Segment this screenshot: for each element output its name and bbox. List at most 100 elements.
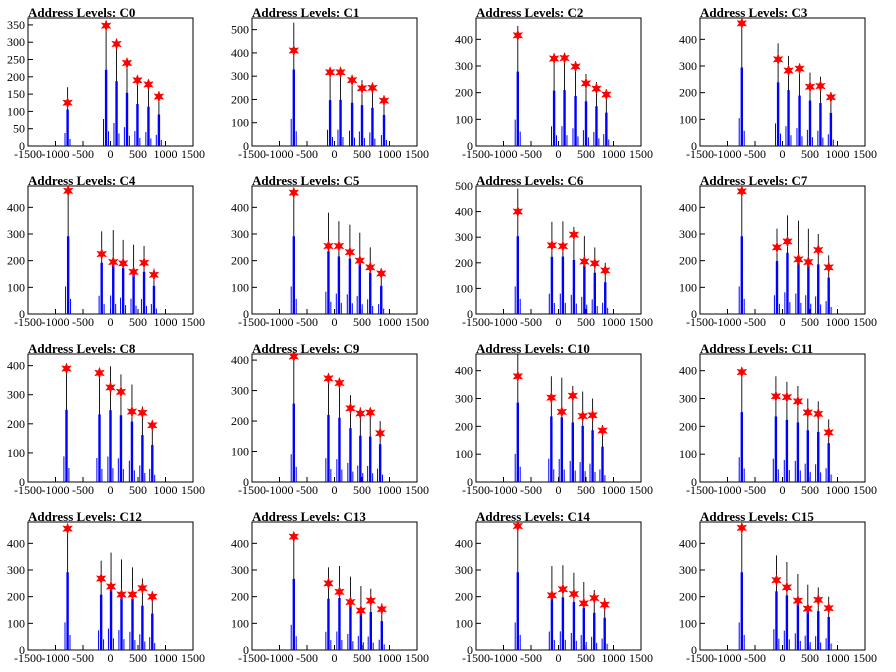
chart-svg: 0 100 200 300 400 -1500 -1000 -500 0 500 1000 1500 [679, 353, 877, 497]
x-tick-label: 500 [353, 315, 371, 329]
x-tick-label: -1000 [714, 315, 742, 329]
y-tick-label: 0 [243, 475, 249, 489]
y-tick-label: 400 [7, 200, 25, 214]
peak-bar [121, 268, 125, 314]
x-tick-label: 500 [801, 315, 819, 329]
chart-panel: 0 100 200 300 400 -1500 -1000 -500 0 500 1000 1500 A… [448, 504, 672, 672]
peak-marker [95, 572, 107, 585]
y-tick-label: 200 [455, 590, 473, 604]
peak-marker [354, 407, 366, 420]
y-tick-label: 0 [243, 307, 249, 321]
chart-svg: 0 100 200 300 400 -1500 -1000 -500 0 500 1000 1500 [455, 17, 653, 161]
peak-marker [105, 580, 117, 593]
plot-frame [475, 353, 642, 483]
x-tick-label: 1000 [378, 483, 402, 497]
x-tick-label: 0 [780, 651, 786, 665]
peak-marker [378, 94, 390, 107]
x-tick-label: 1000 [154, 147, 178, 161]
peak-bar [371, 107, 374, 146]
peak-bar [337, 256, 341, 314]
peak-marker [812, 593, 824, 607]
x-tick-label: 500 [129, 483, 147, 497]
x-tick-label: 0 [108, 147, 114, 161]
peak-marker [96, 247, 108, 261]
y-tick-label: 100 [679, 447, 697, 461]
x-tick-label: -1500 [462, 315, 490, 329]
peak-bar [100, 262, 103, 314]
x-tick-label: 1000 [826, 315, 850, 329]
plot-frame [251, 353, 418, 483]
peak-marker [116, 588, 127, 601]
peak-marker [61, 362, 72, 375]
peak-marker [136, 406, 148, 420]
y-tick-label: 200 [231, 92, 249, 106]
peak-marker [365, 594, 377, 607]
chart-svg: 0 100 200 300 400 -1500 -1000 -500 0 500 1000 1500 [231, 521, 429, 665]
y-tick-label: 100 [679, 616, 697, 630]
peak-bar [817, 611, 820, 650]
x-tick-label: -1000 [42, 315, 70, 329]
x-tick-label: -1500 [462, 651, 490, 665]
chart-panel: 0 100 200 300 400 -1500 -1000 -500 0 500 1000 1500 A… [672, 168, 896, 336]
peak-marker [62, 96, 74, 110]
peak-bar [561, 597, 565, 650]
y-tick-label: 300 [455, 59, 473, 73]
peak-marker [364, 406, 376, 419]
y-tick-label: 100 [7, 446, 25, 460]
peak-bar [151, 613, 154, 650]
peak-bar [380, 285, 383, 314]
peak-bar [595, 106, 598, 146]
peak-marker [792, 395, 804, 408]
x-tick-label: 0 [332, 147, 338, 161]
x-tick-label: -500 [744, 147, 766, 161]
peak-marker [804, 80, 816, 94]
x-tick-label: 1000 [154, 651, 178, 665]
peak-bar [806, 430, 809, 482]
x-tick-label: 500 [801, 651, 819, 665]
y-tick-label: 100 [231, 280, 249, 294]
chart-title: Address Levels: C13 [252, 509, 366, 524]
y-tick-label: 0 [243, 139, 249, 153]
x-tick-label: 500 [577, 315, 595, 329]
chart-title: Address Levels: C8 [28, 341, 136, 356]
peak-marker [548, 52, 560, 65]
y-tick-label: 200 [679, 86, 697, 100]
y-tick-label: 300 [231, 563, 249, 577]
chart-panel: 0 100 200 300 400 -1500 -1000 -500 0 500 1000 1500 A… [224, 336, 448, 504]
peak-bar [798, 95, 801, 146]
peak-marker [356, 82, 368, 95]
x-tick-label: 500 [353, 651, 371, 665]
y-tick-label: 200 [7, 254, 25, 268]
chart-title: Address Levels: C1 [252, 5, 360, 20]
x-tick-label: -500 [72, 315, 94, 329]
peak-bar [349, 428, 352, 482]
x-tick-label: 0 [108, 651, 114, 665]
peak-bar [605, 112, 608, 146]
peak-bar [550, 416, 553, 482]
y-tick-label: 0 [691, 643, 697, 657]
y-tick-label: 400 [455, 536, 473, 550]
peak-bar [561, 256, 565, 314]
x-tick-label: 1500 [405, 315, 429, 329]
y-tick-label: 100 [679, 112, 697, 126]
x-tick-label: 1500 [853, 315, 877, 329]
x-tick-label: -1000 [266, 147, 294, 161]
peak-marker [288, 44, 300, 57]
chart-panel: 0 100 200 300 400 -1500 -1000 -500 0 500 1000 1500 A… [224, 168, 448, 336]
peak-marker [146, 419, 158, 432]
peak-marker [578, 597, 590, 610]
x-tick-label: -500 [72, 147, 94, 161]
x-tick-label: -1000 [42, 483, 70, 497]
x-tick-label: 1000 [378, 315, 402, 329]
peak-marker [111, 37, 122, 51]
peak-marker [557, 239, 569, 253]
x-tick-label: -500 [744, 483, 766, 497]
x-tick-label: -1500 [238, 483, 266, 497]
y-tick-label: 400 [231, 200, 249, 214]
peak-marker [556, 405, 568, 419]
y-tick-label: 200 [7, 70, 25, 84]
x-tick-label: 0 [780, 147, 786, 161]
peak-marker [781, 581, 793, 594]
x-tick-label: 1000 [826, 651, 850, 665]
